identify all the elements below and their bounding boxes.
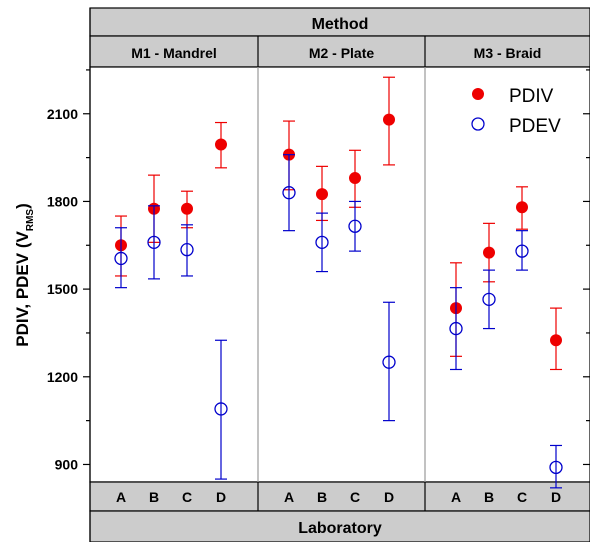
lab-label-1-A: A	[116, 489, 126, 505]
y-tick-label-2100: 2100	[47, 106, 78, 122]
point-pdiv-2-B	[316, 188, 328, 201]
lab-label-1-C: C	[182, 489, 192, 505]
lab-label-1-D: D	[216, 489, 226, 505]
point-pdev-3-C	[515, 244, 529, 258]
point-pdev-3-B	[482, 292, 496, 306]
method-label-3: M3 - Braid	[474, 45, 542, 61]
lab-label-3-B: B	[484, 489, 494, 505]
legend: PDIV PDEV	[471, 86, 561, 137]
lab-label-2-A: A	[284, 489, 294, 505]
point-pdiv-3-C	[516, 201, 528, 214]
y-tick-label-1500: 1500	[47, 281, 78, 297]
legend-pdiv-marker	[472, 88, 484, 100]
y-axis-label-main: PDIV, PDEV (V	[13, 231, 32, 347]
y-axis-label: PDIV, PDEV (VRMS)	[13, 203, 36, 347]
legend-pdev-label: PDEV	[509, 116, 561, 137]
point-pdev-2-C	[348, 219, 362, 233]
point-pdiv-3-D	[550, 334, 562, 347]
method-header-label: Method	[312, 16, 369, 33]
point-pdev-3-D	[549, 460, 563, 475]
lab-label-2-D: D	[384, 489, 394, 505]
series-pdev	[114, 154, 563, 489]
laboratory-strip	[89, 481, 590, 512]
point-pdiv-3-B	[483, 246, 495, 259]
point-pdiv-2-C	[349, 172, 361, 185]
lab-label-3-C: C	[517, 489, 527, 505]
point-pdiv-1-C	[181, 202, 193, 215]
point-pdiv-2-D	[383, 113, 395, 126]
point-pdev-2-D	[382, 355, 396, 369]
point-pdev-2-A	[282, 186, 296, 200]
lab-label-2-B: B	[317, 489, 327, 505]
legend-pdev-marker	[471, 117, 485, 131]
y-tick-label-1800: 1800	[47, 193, 78, 209]
x-axis-label: Laboratory	[298, 520, 382, 537]
lab-label-3-A: A	[451, 489, 461, 505]
lab-label-2-C: C	[350, 489, 360, 505]
point-pdev-2-B	[315, 235, 329, 250]
point-pdev-1-D	[214, 402, 228, 416]
y-tick-label-1200: 1200	[47, 369, 78, 385]
point-pdev-1-A	[114, 251, 128, 266]
point-pdev-1-C	[180, 243, 194, 257]
method-label-1: M1 - Mandrel	[131, 45, 217, 61]
y-axis-label-close: )	[13, 203, 32, 209]
y-tick-label-900: 900	[55, 456, 79, 472]
laboratory-footer-strip	[89, 510, 590, 542]
method-strip	[89, 35, 590, 68]
method-label-2: M2 - Plate	[309, 45, 375, 61]
point-pdiv-1-D	[215, 138, 227, 151]
legend-pdiv-label: PDIV	[509, 86, 554, 107]
y-axis-label-subscript: RMS	[25, 209, 36, 232]
lab-label-3-D: D	[551, 489, 561, 505]
point-pdev-1-B	[147, 235, 161, 250]
point-pdev-3-A	[449, 321, 463, 336]
lab-label-1-B: B	[149, 489, 159, 505]
